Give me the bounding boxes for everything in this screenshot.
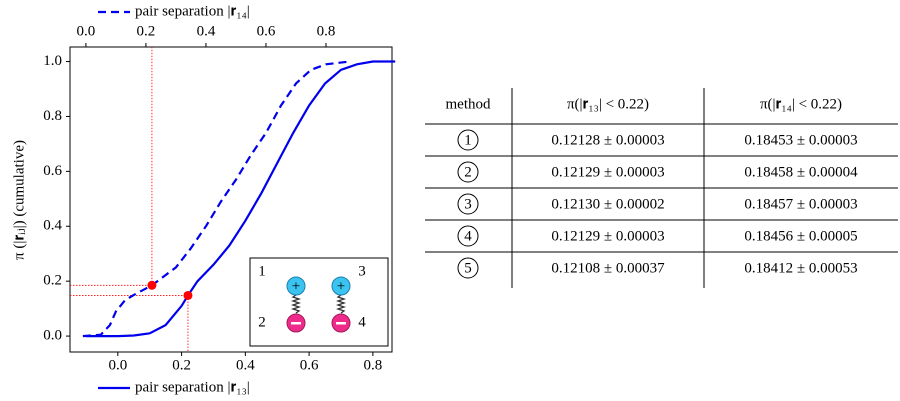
y-tick-label: 0.8	[43, 108, 62, 124]
method-number: 5	[464, 260, 472, 276]
table-header: π(|𝐫₁₃| < 0.22)	[567, 96, 649, 112]
inset-label: 3	[358, 263, 366, 279]
x-tick-label: 0.8	[363, 357, 382, 373]
table-header: π(|𝐫₁₄| < 0.22)	[760, 96, 842, 112]
inset-label: 1	[258, 263, 266, 279]
svg-text:+: +	[337, 278, 345, 294]
x2-tick-label: 0.8	[317, 23, 336, 39]
y-tick-label: 0.4	[43, 218, 62, 234]
x-tick-label: 0.4	[236, 357, 255, 373]
method-number: 3	[464, 196, 472, 212]
legend-label: pair separation |𝐫₁₄|	[135, 3, 250, 19]
y-tick-label: 0.0	[43, 328, 62, 344]
y-tick-label: 1.0	[43, 53, 62, 69]
table-rules	[425, 88, 898, 288]
y-axis-label: π (|𝐫ᵢⱼ|) (cumulative)	[11, 140, 27, 260]
method-number: 2	[464, 164, 472, 180]
table-cell: 0.18412 ± 0.00053	[744, 260, 857, 276]
inset: + +	[250, 258, 388, 346]
inset-box	[250, 258, 388, 346]
table-cell: 0.18456 ± 0.00005	[744, 228, 857, 244]
table-cell: 0.18458 ± 0.00004	[744, 164, 858, 180]
highlight-point	[183, 291, 192, 300]
table-cell: 0.12108 ± 0.00037	[551, 260, 665, 276]
highlight-point	[147, 281, 156, 290]
figure: π (|𝐫ᵢⱼ|) (cumulative) + + 0.0 0.2 0.4 0.6 0…	[0, 0, 900, 401]
x2-tick-label: 0.0	[77, 23, 96, 39]
inset-label: 4	[358, 314, 366, 330]
y-tick-label: 0.2	[43, 273, 62, 289]
x2-tick-label: 0.4	[197, 23, 216, 39]
x2-tick-label: 0.2	[137, 23, 156, 39]
svg-text:+: +	[292, 278, 300, 294]
table-cell: 0.18457 ± 0.00003	[744, 196, 857, 212]
page: π (|𝐫ᵢⱼ|) (cumulative) + + 0.0 0.2 0.4 0.6 0…	[0, 0, 900, 401]
x-tick-label: 0.0	[108, 357, 127, 373]
y-tick-label: 0.6	[43, 163, 62, 179]
x2-tick-label: 0.6	[257, 23, 276, 39]
table-header: method	[446, 96, 491, 112]
x-tick-label: 0.2	[172, 357, 191, 373]
table-cell: 0.12129 ± 0.00003	[551, 164, 664, 180]
inset-label: 2	[258, 314, 266, 330]
table-cell: 0.12128 ± 0.00003	[551, 132, 664, 148]
legend-label: pair separation |𝐫₁₃|	[135, 379, 250, 395]
method-number: 1	[464, 132, 472, 148]
table-cell: 0.12130 ± 0.00002	[551, 196, 664, 212]
table-cell: 0.12129 ± 0.00003	[551, 228, 664, 244]
method-number: 4	[464, 228, 472, 244]
x-tick-label: 0.6	[300, 357, 319, 373]
table-cell: 0.18453 ± 0.00003	[744, 132, 857, 148]
